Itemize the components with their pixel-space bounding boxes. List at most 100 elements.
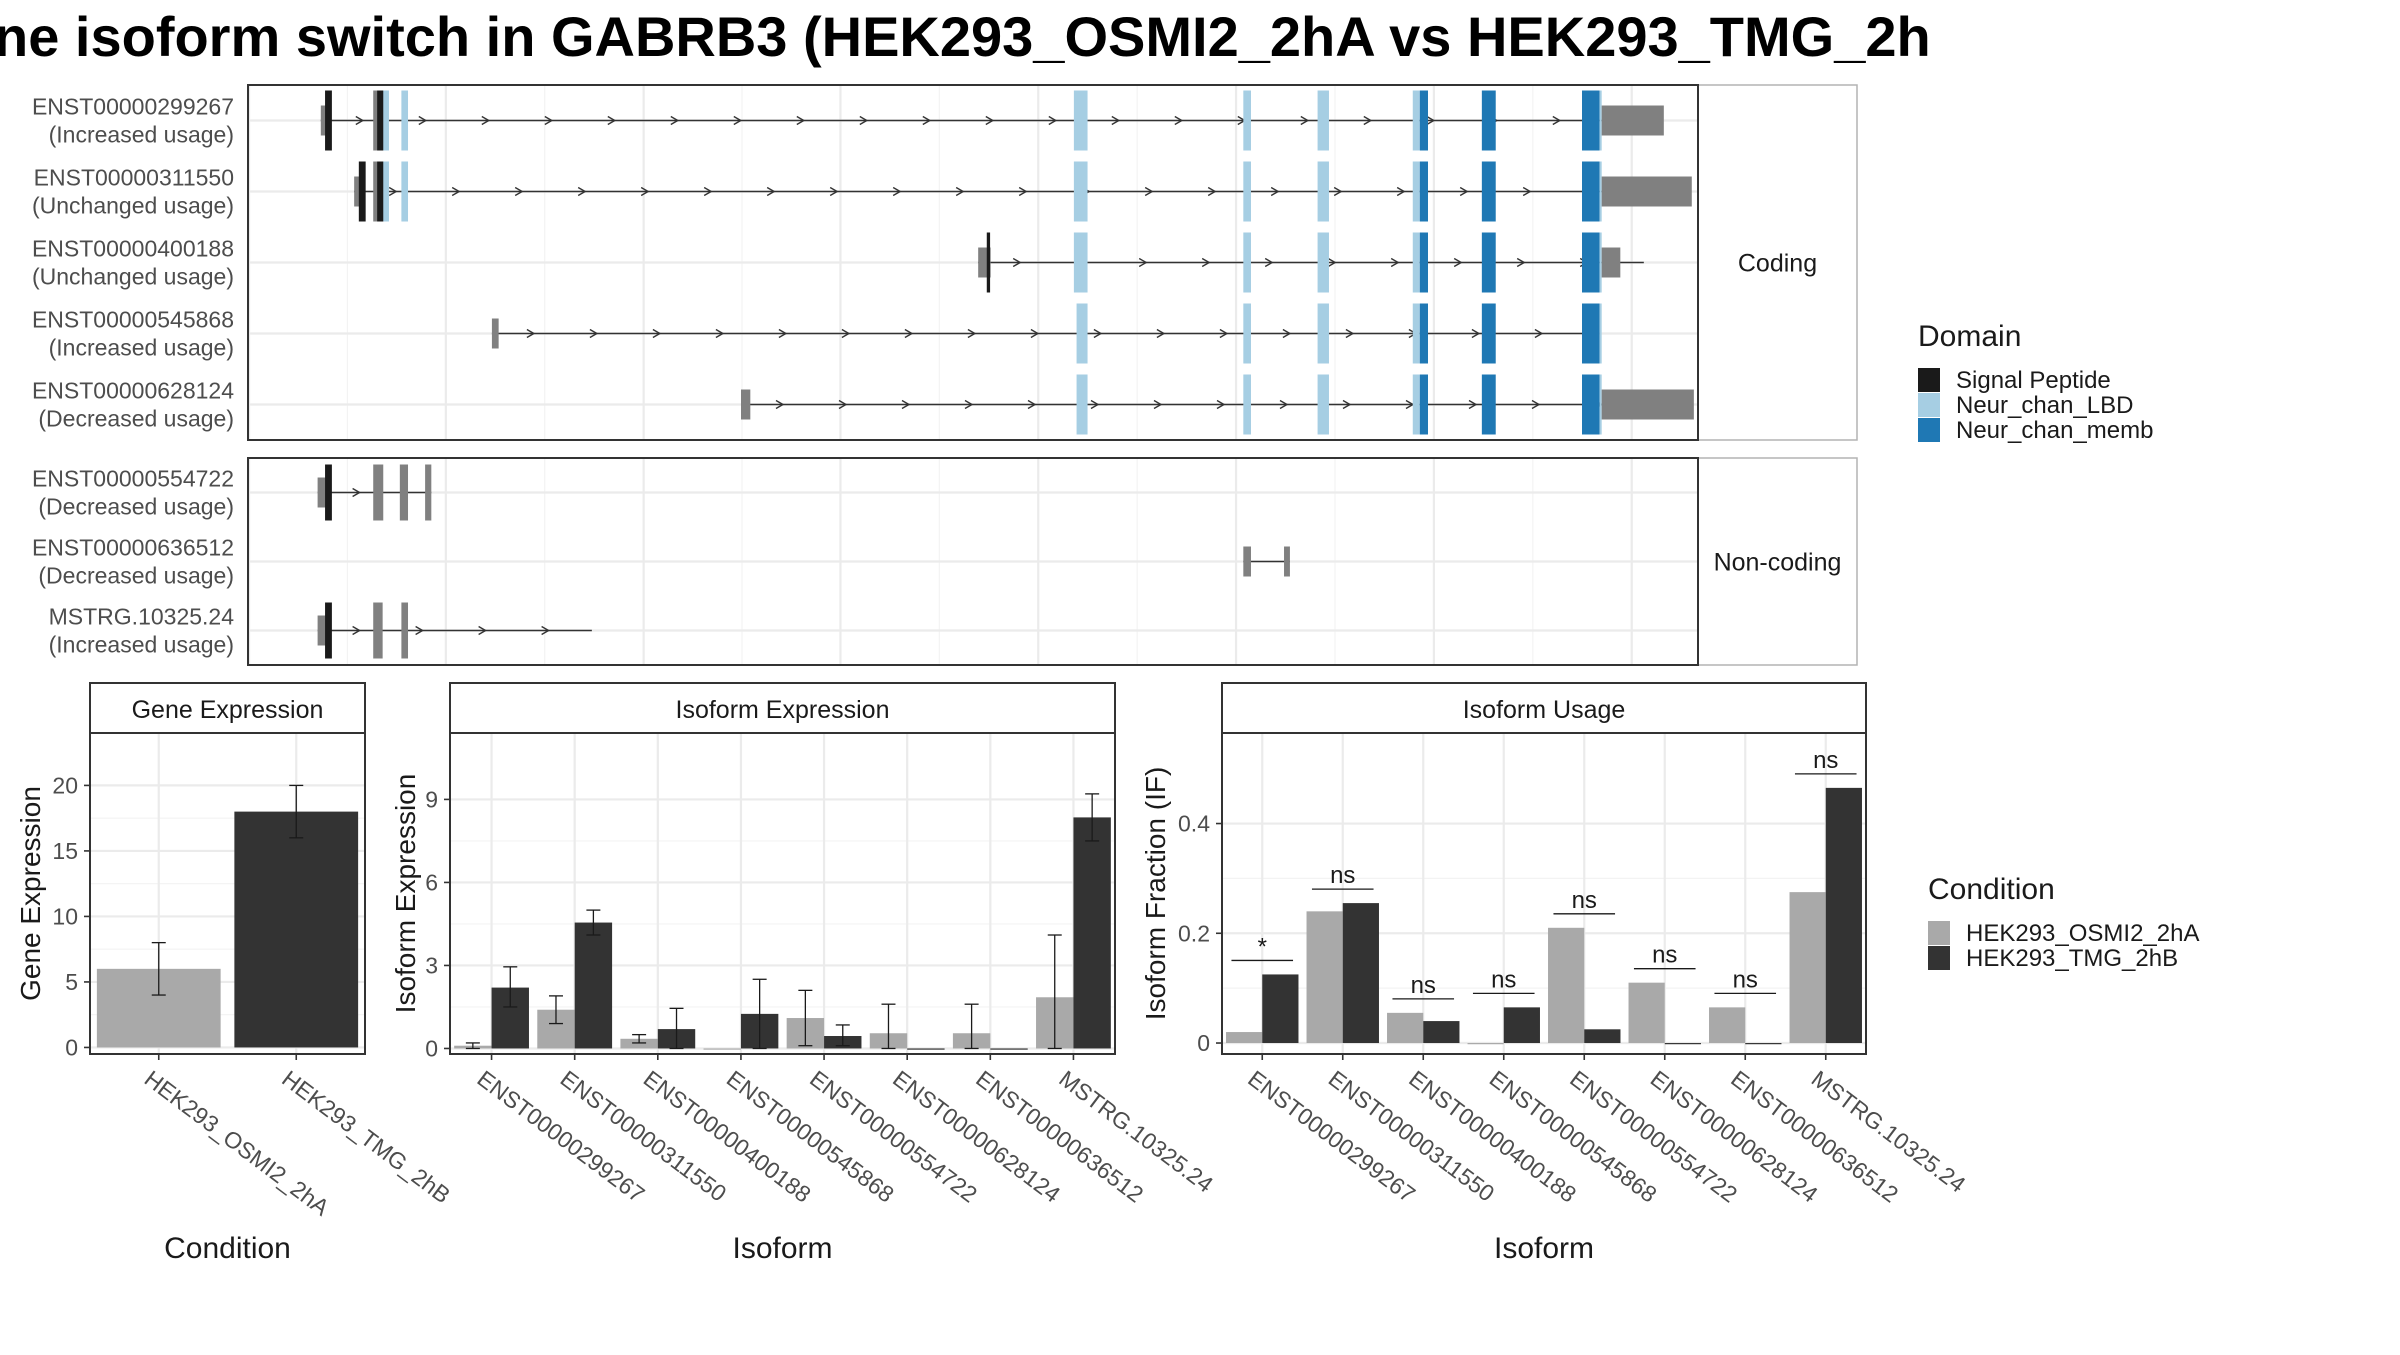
bar-series-1 — [1745, 1043, 1782, 1045]
panel-strip — [449, 682, 1116, 734]
exon-lbd — [1317, 90, 1329, 151]
bar-series-1 — [1503, 1007, 1540, 1044]
exon-memb — [1582, 161, 1600, 222]
strand-arrow — [1396, 186, 1406, 197]
bar-series-0 — [1789, 892, 1826, 1044]
figure-title: ne isoform switch in GABRB3 (HEK293_OSMI… — [0, 5, 1931, 68]
strand-arrow — [388, 186, 398, 197]
exon-lbd — [1243, 303, 1251, 364]
exon-noncoding — [399, 464, 409, 521]
bar-series-1 — [907, 1048, 945, 1050]
exon-lbd — [1599, 232, 1602, 293]
significance-label: ns — [1733, 966, 1758, 993]
strand-arrow — [589, 328, 599, 339]
exon-noncoding — [1601, 176, 1692, 207]
exon-lbd — [1317, 303, 1329, 364]
exon-lbd — [1076, 374, 1088, 435]
transcript-usage-label: (Increased usage) — [49, 122, 234, 148]
strand-arrow — [715, 328, 725, 339]
domain-legend-title: Domain — [1918, 320, 2021, 353]
bar-series-1 — [1664, 1043, 1701, 1045]
bar-series-0 — [1628, 982, 1665, 1044]
exon-noncoding — [425, 464, 432, 521]
transcript-usage-label: (Decreased usage) — [38, 563, 234, 589]
strand-arrow — [1144, 186, 1154, 197]
strand-arrow — [778, 328, 788, 339]
panel-border — [449, 732, 1116, 1055]
exon-memb — [1481, 161, 1496, 222]
exon-lbd — [1076, 303, 1088, 364]
exon-noncoding — [1601, 389, 1694, 420]
x-axis-title: Isoform — [1494, 1232, 1594, 1265]
transcript-row: ENST00000554722(Decreased usage) — [32, 464, 1698, 521]
transcript-id-label: ENST00000311550 — [34, 165, 234, 191]
strand-arrow — [1468, 399, 1478, 410]
exon-noncoding — [1284, 546, 1290, 577]
exon-signal — [377, 90, 385, 151]
strand-arrow — [1282, 328, 1292, 339]
strand-arrow — [1207, 186, 1217, 197]
exon-lbd — [1412, 374, 1420, 435]
strand-arrow — [541, 625, 551, 636]
structure-panel-border — [247, 457, 1699, 666]
strand-arrow — [1531, 399, 1541, 410]
strand-arrow — [1279, 399, 1289, 410]
strand-arrow — [1027, 399, 1037, 410]
significance-label: ns — [1652, 942, 1677, 969]
transcript-usage-label: (Increased usage) — [49, 335, 234, 361]
exon-lbd — [1317, 374, 1329, 435]
exon-memb — [1419, 161, 1428, 222]
exon-lbd — [1599, 161, 1602, 222]
bar-series-1 — [574, 922, 613, 1049]
bar-series-0 — [703, 1048, 741, 1050]
strand-arrow — [775, 399, 785, 410]
exon-memb — [1419, 232, 1428, 293]
transcript-row: ENST00000311550(Unchanged usage) — [32, 161, 1698, 222]
condition-legend-title: Condition — [1928, 873, 2055, 906]
exon-noncoding — [373, 464, 384, 521]
strand-arrow — [838, 399, 848, 410]
panel-border — [1221, 732, 1867, 1055]
exon-memb — [1481, 303, 1496, 364]
strand-arrow — [985, 115, 995, 126]
strand-arrow — [1216, 399, 1226, 410]
strand-arrow — [892, 186, 902, 197]
strand-arrow — [1390, 257, 1400, 268]
domain-legend-label: Neur_chan_LBD — [1956, 392, 2133, 419]
transcript-id-label: ENST00000554722 — [32, 466, 234, 492]
bar-series-0 — [1548, 927, 1585, 1044]
strand-arrow — [478, 625, 488, 636]
exon-signal — [986, 232, 991, 293]
significance-label: * — [1258, 933, 1267, 960]
transcript-usage-label: (Increased usage) — [49, 632, 234, 658]
strand-arrow — [1264, 257, 1274, 268]
panel-title: Isoform Expression — [676, 696, 890, 724]
exon-memb — [1582, 90, 1600, 151]
exon-lbd — [401, 161, 409, 222]
domain-legend: Domain Signal PeptideNeur_chan_LBDNeur_ch… — [1918, 320, 2153, 444]
strand-arrow — [1018, 186, 1028, 197]
significance-label: ns — [1330, 862, 1355, 889]
strand-arrow — [1342, 399, 1352, 410]
transcript-usage-label: (Unchanged usage) — [32, 193, 234, 219]
strand-arrow — [607, 115, 617, 126]
exon-noncoding — [1601, 105, 1664, 136]
strand-arrow — [1345, 328, 1355, 339]
y-tick-label: 0 — [65, 1034, 78, 1060]
exon-memb — [1481, 232, 1496, 293]
bar-series-1 — [1825, 787, 1862, 1044]
strand-arrow — [1093, 328, 1103, 339]
significance-label: ns — [1411, 972, 1436, 999]
strand-arrow — [1300, 115, 1310, 126]
x-axis-title: Isoform — [732, 1232, 832, 1265]
exon-lbd — [1073, 161, 1088, 222]
exon-signal — [358, 161, 366, 222]
condition-legend-label: HEK293_TMG_2hB — [1966, 945, 2178, 972]
strand-arrow — [1138, 257, 1148, 268]
strand-arrow — [652, 328, 662, 339]
exon-noncoding — [741, 389, 751, 420]
transcript-id-label: MSTRG.10325.24 — [49, 604, 235, 630]
y-tick-label: 0.2 — [1178, 920, 1210, 946]
bar-series-0 — [1467, 1043, 1504, 1045]
